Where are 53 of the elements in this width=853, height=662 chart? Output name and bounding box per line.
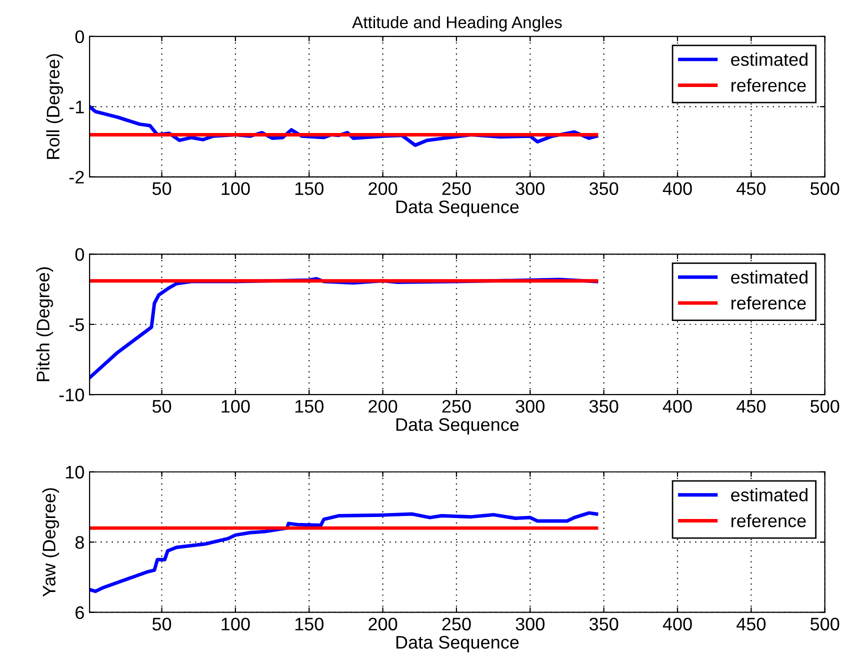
y-tick-label: -5 (69, 318, 84, 332)
x-tick-label: 250 (442, 400, 471, 413)
legend-label: reference (732, 296, 806, 310)
x-tick-label: 300 (516, 618, 545, 630)
x-axis-title: Data Sequence (396, 636, 519, 652)
x-tick-label: 150 (295, 400, 324, 413)
x-tick-label: 50 (152, 400, 172, 413)
legend-label: estimated (731, 270, 808, 284)
x-tick-label: 300 (516, 182, 545, 196)
line-series (90, 511, 598, 594)
x-tick-label: 50 (152, 182, 172, 196)
x-tick-label: 250 (442, 182, 471, 196)
x-tick-label: 350 (589, 618, 618, 630)
y-tick-label: 0 (75, 30, 84, 44)
x-tick-label: 100 (222, 618, 250, 630)
x-tick-label: 200 (368, 618, 398, 630)
y-axis-title: Roll (Degree) (46, 54, 64, 159)
x-tick-label: 400 (662, 618, 692, 630)
x-tick-label: 400 (662, 400, 692, 413)
y-tick-label: 10 (66, 466, 84, 479)
y-tick-label: 8 (75, 536, 84, 549)
x-tick-label: 50 (152, 618, 172, 630)
x-tick-label: 200 (368, 182, 398, 196)
x-tick-label: 200 (368, 400, 398, 413)
x-axis-title: Data Sequence (396, 418, 519, 435)
x-tick-label: 150 (295, 182, 324, 196)
x-axis-title: Data Sequence (396, 200, 519, 217)
x-tick-label: 450 (736, 182, 766, 196)
y-tick-label: -1 (69, 100, 84, 114)
x-tick-label: 350 (589, 400, 618, 413)
legend-label: estimated (731, 52, 808, 66)
x-tick-label: 100 (222, 182, 250, 196)
y-axis-title: Yaw (Degree) (42, 488, 60, 597)
x-tick-label: 500 (810, 400, 840, 413)
x-tick-label: 500 (810, 618, 840, 630)
x-tick-label: 100 (222, 400, 250, 413)
x-tick-label: 300 (516, 400, 545, 413)
legend-label: reference (732, 78, 806, 92)
x-tick-label: 450 (736, 400, 766, 413)
y-axis-title: Pitch (Degree) (36, 267, 54, 382)
x-tick-label: 150 (295, 618, 324, 630)
x-tick-label: 400 (662, 182, 692, 196)
y-tick-label: 6 (76, 606, 84, 620)
y-tick-label: 0 (75, 248, 84, 261)
legend-label: reference (732, 514, 806, 528)
x-tick-label: 500 (810, 182, 840, 196)
x-tick-label: 450 (736, 618, 766, 630)
legend-label: estimated (731, 488, 808, 502)
y-tick-label: -10 (59, 388, 84, 402)
x-tick-label: 350 (589, 182, 618, 196)
y-tick-label: -2 (69, 170, 84, 184)
chart-title: Attitude and Heading Angles (352, 16, 562, 32)
x-tick-label: 250 (442, 618, 471, 630)
